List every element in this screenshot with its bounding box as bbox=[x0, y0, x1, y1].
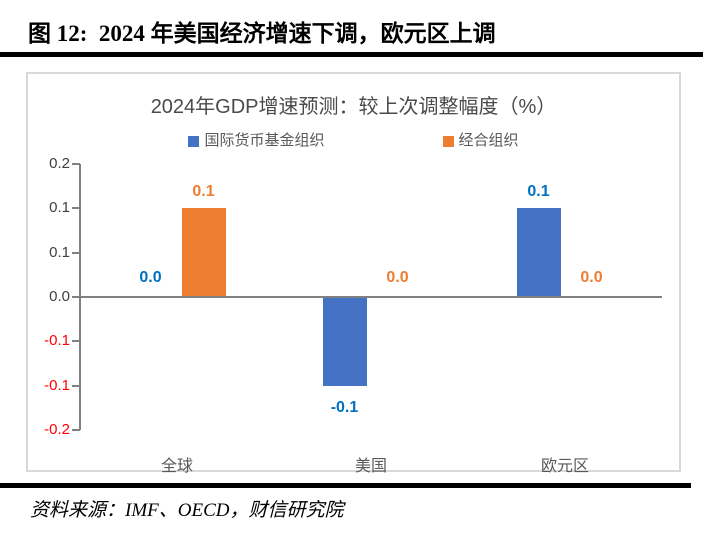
legend-swatch bbox=[442, 135, 454, 147]
bar-value-label: 0.0 bbox=[139, 269, 162, 286]
y-axis-tick bbox=[72, 207, 80, 210]
chart-title: 2024年GDP增速预测：较上次调整幅度（%） bbox=[150, 96, 557, 118]
zero-baseline bbox=[80, 296, 662, 298]
legend-item: 经合组织 bbox=[442, 132, 519, 150]
source-note: 资料来源：IMF、OECD，财信研究院 bbox=[30, 500, 344, 521]
legend-label: 国际货币基金组织 bbox=[204, 132, 325, 149]
bar bbox=[181, 208, 226, 297]
plot-area: 0.2 0.1 0.1 0.0 -0.1 -0.1 -0.2 全球 0.0 0.1 美国 -0.1 0.… bbox=[44, 155, 662, 475]
y-axis-label: -0.1 bbox=[44, 376, 70, 394]
y-axis-tick bbox=[72, 340, 80, 343]
bar-value-label: 0.0 bbox=[580, 269, 603, 286]
category-label: 欧元区 bbox=[540, 458, 589, 475]
category-label: 全球 bbox=[160, 458, 193, 475]
legend-swatch bbox=[188, 135, 200, 147]
bar-value-label: 0.1 bbox=[527, 183, 550, 201]
title-underline bbox=[0, 52, 703, 57]
figure-title: 图 12: 2024 年美国经济增速下调，欧元区上调 bbox=[28, 21, 496, 46]
bar-value-label: 0.1 bbox=[192, 183, 215, 201]
source-divider bbox=[0, 483, 691, 488]
legend: 国际货币基金组织 经合组织 bbox=[28, 132, 679, 150]
bar-value-label: 0.0 bbox=[386, 269, 409, 286]
y-axis-label: -0.1 bbox=[44, 332, 70, 350]
y-axis-tick bbox=[72, 163, 80, 165]
bar-value-label: -0.1 bbox=[330, 398, 359, 416]
legend-label: 经合组织 bbox=[458, 132, 519, 149]
chart-panel: 2024年GDP增速预测：较上次调整幅度（%） 国际货币基金组织 经合组织 0.2… bbox=[26, 72, 681, 475]
y-axis-label: 0.1 bbox=[49, 243, 70, 261]
bar bbox=[322, 297, 367, 386]
y-axis-label: 0.0 bbox=[49, 288, 70, 305]
y-axis-tick bbox=[72, 429, 80, 431]
y-axis-tick bbox=[72, 251, 80, 254]
y-axis-tick bbox=[72, 296, 80, 298]
category-label: 美国 bbox=[354, 458, 387, 475]
y-axis-tick bbox=[72, 384, 80, 387]
bar bbox=[516, 208, 561, 297]
y-axis-label: 0.1 bbox=[49, 199, 70, 217]
y-axis-label: 0.2 bbox=[49, 155, 70, 172]
y-axis-label: -0.2 bbox=[44, 421, 70, 438]
legend-item: 国际货币基金组织 bbox=[188, 132, 325, 150]
